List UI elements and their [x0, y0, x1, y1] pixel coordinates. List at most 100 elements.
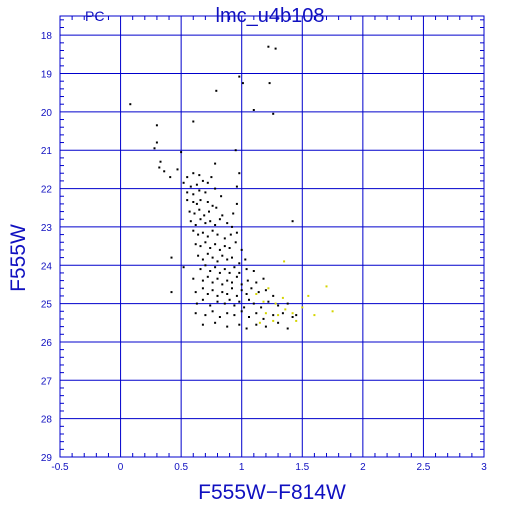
star-point — [221, 291, 224, 294]
star-point — [240, 289, 243, 292]
y-axis-label: F555W — [7, 224, 30, 292]
star-point — [209, 270, 212, 272]
star-point — [210, 176, 213, 179]
star-point — [201, 258, 204, 261]
star-point — [194, 291, 197, 294]
y-tick-label: 26 — [41, 338, 53, 349]
star-point — [226, 312, 229, 315]
star-point — [235, 231, 238, 234]
star-point — [274, 302, 277, 305]
star-point — [218, 271, 221, 274]
star-point — [238, 271, 241, 274]
star-point — [248, 298, 250, 301]
star-point — [264, 312, 267, 315]
star-point — [223, 237, 226, 240]
star-point — [260, 306, 263, 309]
star-point — [199, 245, 202, 248]
star-point — [221, 254, 224, 257]
star-point — [238, 75, 241, 78]
star-point — [226, 325, 229, 328]
star-point — [192, 193, 195, 196]
star-point — [201, 287, 204, 290]
star-point — [240, 248, 243, 251]
star-point — [201, 323, 204, 326]
star-point — [286, 302, 289, 305]
star-point — [238, 323, 241, 326]
star-point — [155, 124, 158, 127]
x-tick-label: 0 — [118, 462, 124, 473]
x-tick-label: 2 — [360, 462, 366, 473]
star-point — [272, 319, 275, 322]
star-point — [186, 176, 189, 179]
star-point — [176, 168, 179, 171]
star-point — [208, 210, 210, 213]
star-point — [163, 170, 166, 173]
star-point — [226, 279, 229, 282]
star-point — [206, 275, 209, 278]
star-point — [192, 229, 195, 232]
star-point — [199, 268, 202, 271]
star-point — [189, 185, 192, 188]
star-point — [255, 281, 258, 284]
star-point — [198, 174, 201, 177]
star-point — [214, 162, 217, 165]
star-point — [199, 218, 202, 221]
star-point — [197, 254, 200, 257]
star-point — [231, 256, 233, 259]
star-point — [211, 281, 214, 284]
star-point — [232, 212, 235, 215]
star-point — [255, 293, 258, 295]
star-point — [252, 270, 255, 272]
star-point — [283, 260, 286, 263]
y-tick-label: 21 — [41, 146, 53, 157]
star-point — [268, 82, 271, 85]
star-point — [277, 314, 280, 317]
star-point — [238, 262, 241, 265]
star-point — [192, 201, 195, 203]
star-point — [158, 166, 161, 169]
star-point — [228, 271, 231, 274]
star-point — [234, 149, 237, 152]
star-point — [189, 220, 192, 223]
camera-label: PC — [85, 8, 105, 24]
star-point — [226, 222, 229, 225]
star-point — [211, 310, 214, 313]
star-point — [211, 289, 214, 292]
star-point — [214, 224, 217, 226]
star-point — [180, 151, 183, 154]
star-point — [246, 279, 249, 282]
star-point — [206, 201, 209, 203]
star-point — [226, 293, 229, 295]
star-point — [201, 279, 204, 282]
star-point — [216, 300, 219, 303]
star-point — [238, 172, 241, 175]
star-point — [238, 300, 241, 303]
star-point — [245, 327, 248, 330]
star-point — [235, 294, 238, 297]
star-point — [199, 199, 202, 202]
x-axis-label: F555W−F814W — [198, 481, 346, 504]
star-point — [201, 231, 204, 234]
star-point — [244, 258, 247, 261]
star-point — [192, 120, 195, 123]
y-tick-label: 25 — [41, 300, 53, 311]
star-point — [262, 277, 265, 280]
star-point — [204, 264, 207, 267]
star-point — [223, 302, 226, 305]
star-point — [204, 314, 207, 317]
x-tick-label: 1.5 — [295, 462, 309, 473]
star-point — [209, 220, 212, 223]
star-point — [216, 233, 219, 236]
star-point — [204, 191, 207, 194]
star-point — [221, 214, 224, 217]
star-point — [155, 141, 158, 144]
star-point — [198, 189, 201, 192]
star-point — [231, 281, 233, 284]
star-point — [252, 109, 255, 111]
star-point — [281, 312, 284, 315]
star-point — [194, 312, 197, 315]
star-point — [214, 321, 217, 324]
star-point — [252, 302, 255, 305]
star-point — [286, 327, 289, 330]
